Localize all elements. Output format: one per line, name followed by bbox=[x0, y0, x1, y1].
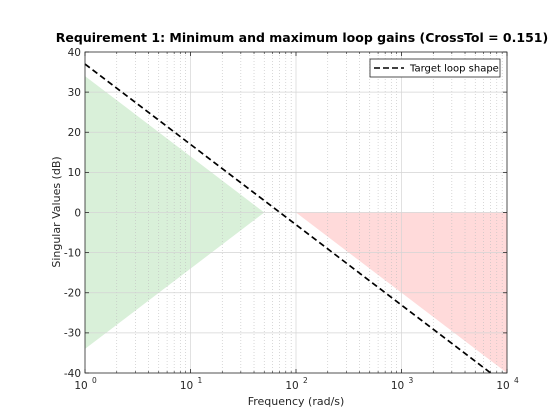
chart-title: Requirement 1: Minimum and maximum loop … bbox=[56, 30, 548, 45]
y-tick-labels: 40 30 20 10 0 -10 -20 -30 -40 bbox=[64, 47, 81, 380]
y-tick-label: -10 bbox=[64, 247, 81, 259]
y-tick-label: 30 bbox=[68, 87, 81, 99]
x-tick-label: 10 bbox=[180, 380, 193, 392]
x-tick-label: 10 bbox=[285, 380, 298, 392]
x-tick-exponent: 0 bbox=[92, 376, 97, 385]
y-tick-label: 40 bbox=[68, 47, 81, 59]
x-tick-label: 10 bbox=[74, 380, 87, 392]
x-tick-exponent: 1 bbox=[198, 376, 203, 385]
y-tick-label: 0 bbox=[74, 207, 81, 219]
y-tick-label: -20 bbox=[64, 288, 81, 300]
legend: Target loop shape bbox=[369, 58, 501, 78]
legend-box bbox=[369, 58, 501, 78]
x-axis-label: Frequency (rad/s) bbox=[248, 395, 345, 408]
tick-marks bbox=[84, 51, 508, 374]
x-tick-exponent: 4 bbox=[514, 376, 519, 385]
x-tick-label: 10 bbox=[391, 380, 404, 392]
x-tick-label: 10 bbox=[496, 380, 509, 392]
legend-label: Target loop shape bbox=[409, 64, 499, 75]
y-tick-label: 20 bbox=[68, 127, 81, 139]
y-axis-label: Singular Values (dB) bbox=[50, 156, 63, 267]
y-tick-label: -30 bbox=[64, 328, 81, 340]
minor-grid bbox=[116, 52, 503, 373]
x-tick-labels: 10 0 10 1 10 2 10 3 10 4 bbox=[74, 376, 519, 392]
x-tick-exponent: 3 bbox=[409, 376, 414, 385]
y-tick-label: -40 bbox=[64, 368, 81, 380]
y-tick-label: 10 bbox=[68, 167, 81, 179]
x-tick-exponent: 2 bbox=[303, 376, 308, 385]
